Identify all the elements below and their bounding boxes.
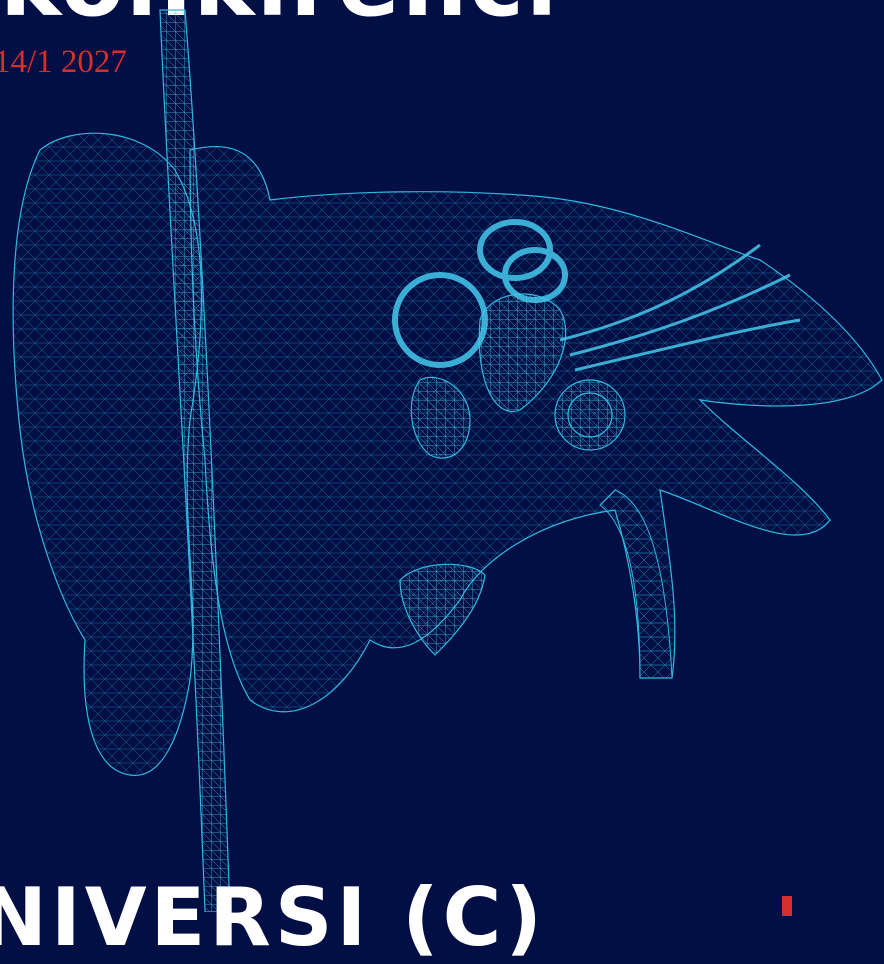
ossicle-shape [410, 376, 471, 459]
accent-mark [782, 896, 792, 916]
bottom-partial-text: NIVERSI (C) [0, 871, 546, 964]
eustachian-tube-shape [599, 489, 673, 679]
poster-title: konkirenci [0, 0, 559, 30]
canal-shape [189, 145, 883, 713]
skin-sheet-shape [159, 9, 231, 912]
cochlea-shape [554, 379, 626, 451]
semicircular-canals [392, 219, 568, 368]
nerve-bundle [559, 243, 801, 372]
wireframe-ear-anatomy-icon [12, 9, 883, 912]
event-date: 14/1 2027 [0, 44, 127, 80]
ossicle-lower-shape [399, 563, 486, 656]
